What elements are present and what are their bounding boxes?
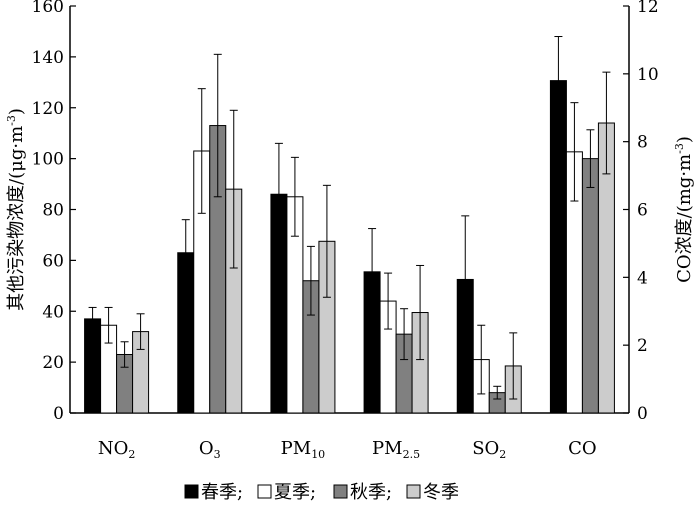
y-right-tick-label: 8: [637, 133, 648, 153]
legend-swatch: [257, 484, 272, 499]
y-right-tick-label: 0: [637, 404, 648, 424]
legend-swatch: [184, 484, 199, 499]
y-right-tick-label: 4: [637, 268, 648, 288]
y-left-tick-label: 160: [32, 0, 64, 17]
y-left-tick-label: 20: [42, 353, 64, 373]
y-right-tick-label: 6: [637, 201, 648, 221]
y-right-tick-label: 12: [637, 0, 659, 17]
axis-titles: 其他污染物浓度/(μg·m-3) CO浓度/(mg·m-3): [5, 108, 695, 311]
x-category-label: PM10: [281, 438, 326, 461]
bar: [581, 158, 599, 414]
y-left-tick-label: 140: [32, 48, 64, 68]
chart-axes: 0 20 40 60 80 100 120 140 160 0 2 4 6 8 10 12: [32, 0, 659, 424]
legend-label: 冬季: [423, 482, 459, 503]
x-category-label: PM2.5: [372, 438, 420, 461]
y-right-tick-label: 2: [637, 336, 648, 356]
legend-swatch: [406, 484, 421, 499]
legend: 春季; 夏季; 秋季; 冬季: [184, 482, 459, 503]
category-labels: NO2 O3 PM10 PM2.5 SO2 CO: [98, 438, 597, 461]
y-left-tick-label: 0: [53, 404, 64, 424]
legend-label: 夏季;: [274, 482, 316, 503]
bar: [84, 318, 102, 414]
bar: [549, 80, 567, 414]
y-left-tick-label: 40: [42, 302, 64, 322]
x-category-label: O3: [199, 438, 221, 461]
chart-bars: [84, 36, 615, 414]
legend-swatch: [333, 484, 348, 499]
x-category-label: CO: [568, 438, 597, 459]
x-category-label: NO2: [98, 438, 136, 461]
y-left-tick-label: 100: [32, 150, 64, 170]
legend-label: 春季;: [201, 482, 243, 503]
y-left-tick-label: 120: [32, 99, 64, 119]
y-right-axis-title: CO浓度/(mg·m-3): [673, 136, 695, 283]
x-category-label: SO2: [472, 438, 506, 461]
legend-label: 秋季;: [350, 482, 392, 503]
y-left-tick-label: 80: [42, 201, 64, 221]
y-right-tick-label: 10: [637, 65, 659, 85]
y-left-tick-label: 60: [42, 251, 64, 271]
y-left-axis-title: 其他污染物浓度/(μg·m-3): [5, 108, 27, 311]
